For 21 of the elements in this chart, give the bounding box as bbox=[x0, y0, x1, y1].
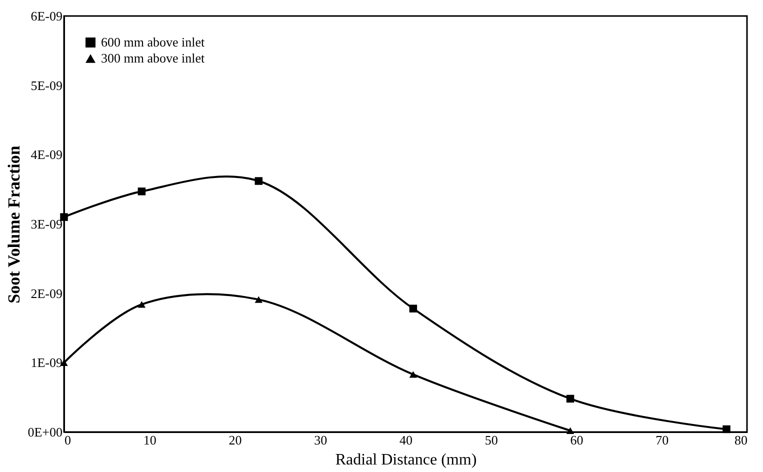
x-axis-title: Radial Distance (mm) bbox=[335, 452, 477, 468]
y-axis-title: Soot Volume Fraction bbox=[4, 145, 24, 304]
x-tick-label: 40 bbox=[400, 432, 412, 448]
y-tick-label: 3E-09 bbox=[30, 216, 62, 232]
y-tick-label: 6E-09 bbox=[30, 8, 62, 24]
y-tick-label: 4E-09 bbox=[30, 147, 62, 162]
x-tick-label: 50 bbox=[484, 432, 498, 448]
x-tick-label: 20 bbox=[228, 432, 242, 448]
x-tick-label: 0 bbox=[64, 432, 71, 448]
x-tick-label: 60 bbox=[570, 432, 584, 448]
x-tick-label: 70 bbox=[656, 432, 669, 448]
point bbox=[60, 213, 68, 221]
y-tick-label: 5E-09 bbox=[30, 78, 62, 93]
x-tick-label: 30 bbox=[314, 432, 328, 448]
y-tick-label: 0E+00 bbox=[28, 424, 62, 440]
legend-label: 300 mm above inlet bbox=[101, 50, 206, 66]
x-tick-label: 80 bbox=[734, 432, 748, 448]
y-tick-label: 2E-09 bbox=[30, 286, 62, 301]
x-tick-label: 10 bbox=[143, 432, 156, 448]
legend-label: 600 mm above inlet bbox=[101, 34, 206, 50]
y-tick-label: 1E-09 bbox=[30, 355, 62, 370]
